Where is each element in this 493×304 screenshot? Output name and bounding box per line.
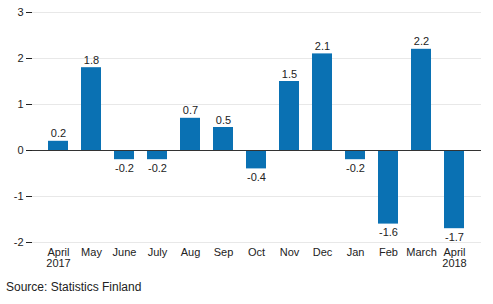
svg-text:-1: -1 [14, 190, 24, 202]
svg-text:July: July [148, 246, 168, 258]
svg-text:0.7: 0.7 [183, 104, 198, 116]
svg-text:Dec: Dec [313, 246, 333, 258]
svg-text:-0.2: -0.2 [346, 162, 365, 174]
svg-text:April2018: April2018 [442, 246, 466, 269]
svg-text:Oct: Oct [248, 246, 265, 258]
svg-text:Aug: Aug [181, 246, 201, 258]
svg-text:2.1: 2.1 [315, 40, 330, 52]
svg-text:2.2: 2.2 [414, 35, 429, 47]
svg-text:March: March [406, 246, 437, 258]
svg-text:-2: -2 [14, 236, 24, 248]
svg-text:-1.7: -1.7 [445, 231, 464, 243]
svg-text:May: May [81, 246, 102, 258]
svg-text:0.2: 0.2 [51, 127, 66, 139]
svg-text:0.5: 0.5 [216, 114, 231, 126]
svg-text:-1.6: -1.6 [379, 226, 398, 238]
svg-text:June: June [113, 246, 137, 258]
svg-text:1.5: 1.5 [282, 68, 297, 80]
svg-text:2: 2 [17, 52, 23, 64]
svg-text:-0.4: -0.4 [247, 171, 266, 183]
svg-text:Sep: Sep [214, 246, 234, 258]
html-text:Source: Statistics Finland: Source: Statistics Finland [6, 280, 142, 294]
svg-text:Nov: Nov [280, 246, 300, 258]
svg-text:-0.2: -0.2 [115, 162, 134, 174]
svg-text:0: 0 [17, 144, 23, 156]
svg-text:-0.2: -0.2 [148, 162, 167, 174]
svg-text:Feb: Feb [379, 246, 398, 258]
svg-text:Jan: Jan [347, 246, 365, 258]
svg-text:April2017: April2017 [46, 246, 70, 269]
svg-text:1.8: 1.8 [84, 54, 99, 66]
svg-text:1: 1 [17, 98, 23, 110]
svg-text:3: 3 [17, 6, 23, 18]
